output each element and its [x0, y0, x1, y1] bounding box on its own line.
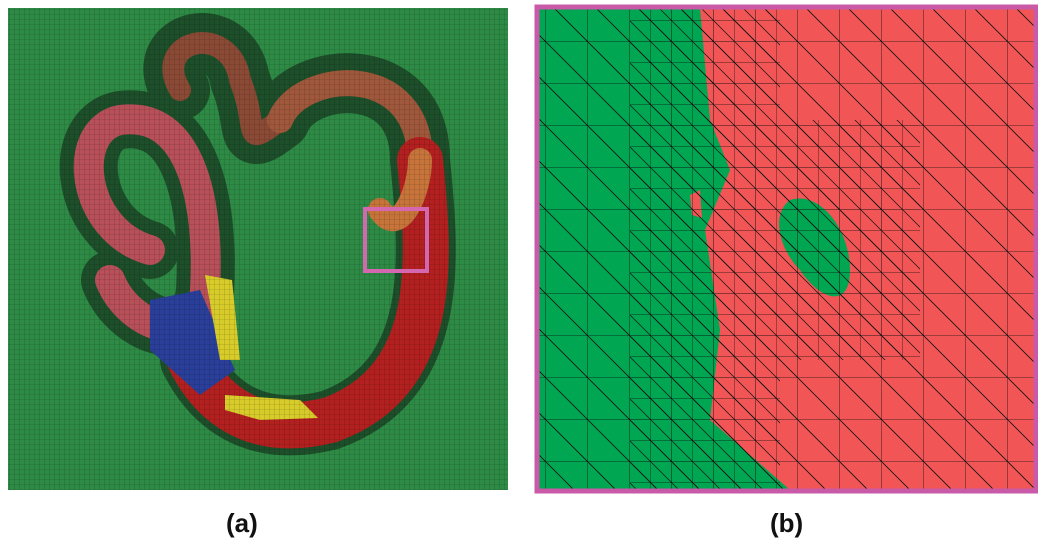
figure-art — [0, 0, 1038, 551]
panel-a-image — [8, 8, 508, 490]
panel-label: (b) — [770, 508, 803, 539]
panel-label: (a) — [226, 508, 258, 539]
panel-b-image — [538, 8, 1038, 490]
figure: (a) (b) — [0, 0, 1038, 551]
